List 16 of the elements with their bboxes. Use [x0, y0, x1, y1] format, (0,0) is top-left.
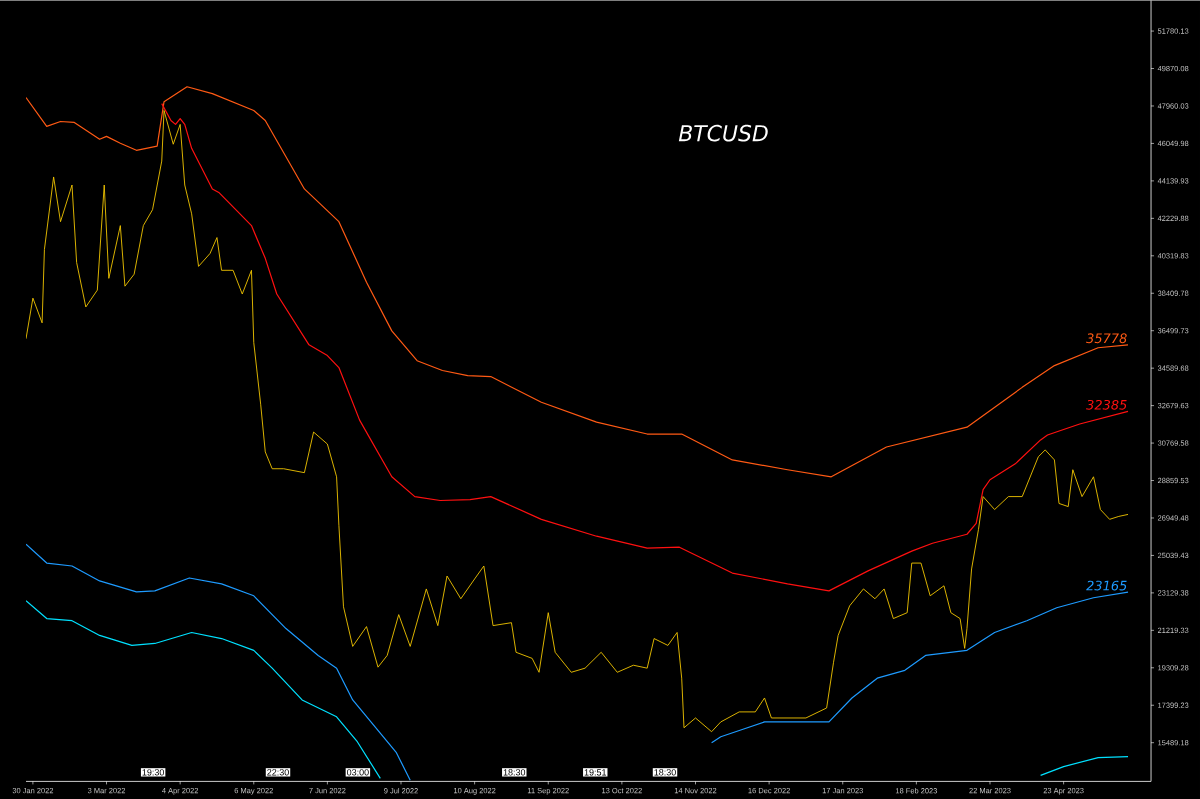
data-label: 35778 — [1086, 333, 1127, 343]
data-label: 23165 — [1086, 580, 1127, 591]
line-series — [161, 102, 1129, 592]
annotation: 19:51 — [584, 768, 607, 776]
line-series — [711, 591, 1129, 744]
text: BTCUSD — [678, 124, 768, 142]
line-series — [26, 85, 1129, 478]
annotation: 03:00 — [347, 768, 369, 776]
annotation: 18:30 — [503, 768, 526, 776]
data-label: 32385 — [1086, 399, 1127, 410]
line-series — [26, 543, 411, 781]
annotation: 22:30 — [267, 768, 289, 776]
line-series — [26, 599, 381, 779]
annotation: 19:30 — [142, 768, 165, 776]
annotation: 18:30 — [654, 768, 676, 776]
line-series — [1040, 755, 1129, 776]
